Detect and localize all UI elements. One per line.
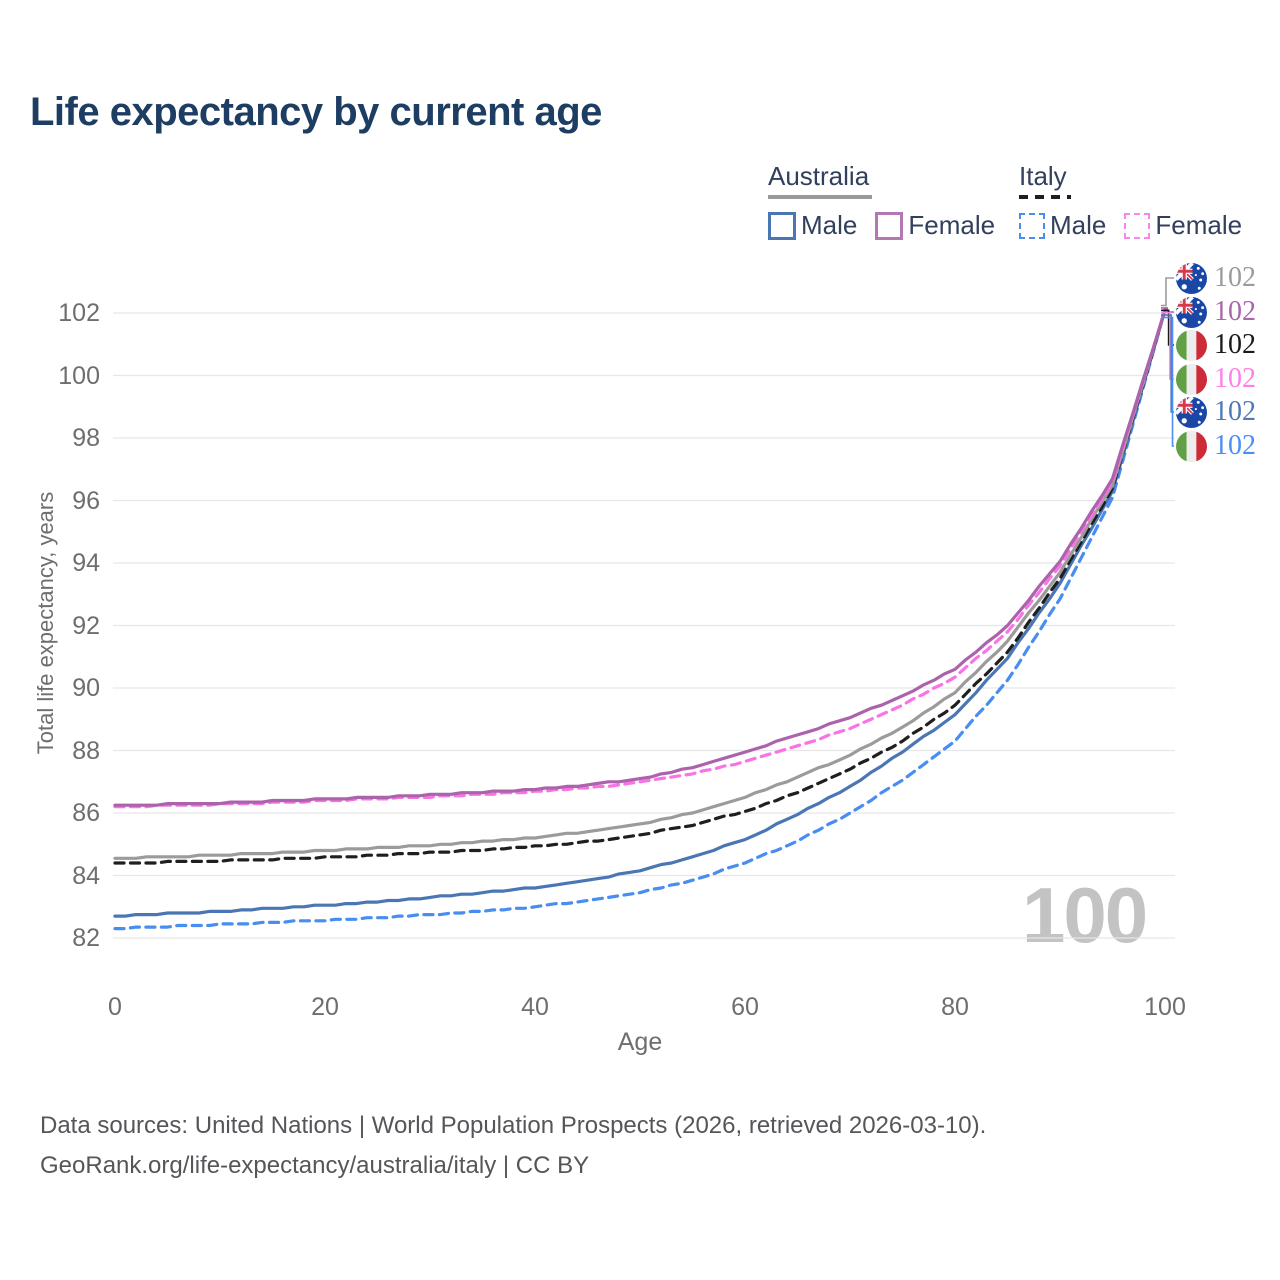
- series-end-value: 102: [1214, 396, 1256, 427]
- series-line-italy-female: [113, 308, 1167, 809]
- italy-flag-icon: [1176, 329, 1207, 361]
- legend-item-label: Male: [1050, 210, 1107, 240]
- legend-item-label: Female: [1155, 210, 1243, 240]
- x-tick-label: 100: [1144, 993, 1186, 1021]
- y-tick-label: 92: [72, 611, 100, 640]
- series-end-label-australia-female: 102: [1176, 296, 1256, 328]
- legend-underline-italy: [1019, 195, 1071, 199]
- y-tick-label: 84: [72, 861, 100, 890]
- y-tick-label: 86: [72, 799, 100, 827]
- y-tick-label: 102: [58, 299, 100, 327]
- series-end-value: 102: [1214, 430, 1256, 461]
- series-end-value: 102: [1214, 296, 1256, 327]
- leader-line: [1161, 277, 1174, 307]
- y-tick-label: 90: [72, 674, 100, 702]
- series-end-value: 102: [1214, 329, 1256, 360]
- page-title: Life expectancy by current age: [30, 90, 602, 134]
- series-end-label-italy-female: 102: [1176, 363, 1256, 395]
- series-end-value: 102: [1214, 262, 1256, 293]
- legend-item-australia-male[interactable]: Male: [768, 210, 857, 241]
- y-tick-label: 96: [72, 486, 100, 515]
- legend-item-italy-male[interactable]: Male: [1019, 210, 1106, 241]
- x-tick-label: 80: [941, 993, 969, 1021]
- series-line-australia-male: [113, 308, 1167, 918]
- x-axis-title: Age: [617, 1028, 663, 1056]
- solid-line-swatch-icon: [875, 211, 904, 240]
- legend-item-label: Male: [801, 210, 858, 240]
- series-end-label-australia-both: 102: [1176, 262, 1256, 294]
- y-tick-label: 82: [72, 924, 100, 952]
- series-line-australia-both-sexes: [113, 308, 1167, 860]
- data-sources-text: Data sources: United Nations | World Pop…: [40, 1112, 987, 1139]
- dashed-line-swatch-icon: [1019, 212, 1045, 239]
- solid-line-swatch-icon: [768, 211, 796, 240]
- series-end-label-australia-male: 102: [1176, 396, 1256, 428]
- legend-group-title-italy[interactable]: Italy: [1019, 161, 1067, 191]
- legend-group-italy: Italy Male Female: [1019, 163, 1242, 241]
- series-line-australia-female: [113, 308, 1167, 807]
- series-line-italy-male: [113, 308, 1167, 931]
- x-tick-label: 60: [731, 993, 759, 1021]
- series-end-label-italy-male: 102: [1176, 430, 1256, 462]
- current-age-watermark: 100: [1022, 871, 1148, 959]
- italy-flag-icon: [1176, 430, 1207, 462]
- y-tick-label: 94: [72, 549, 100, 577]
- australia-flag-icon: [1176, 262, 1207, 294]
- australia-flag-icon: [1176, 396, 1207, 428]
- legend-item-italy-female[interactable]: Female: [1124, 210, 1242, 241]
- y-tick-label: 88: [72, 736, 100, 765]
- series-end-label-italy-both: 102: [1176, 329, 1256, 361]
- y-tick-label: 98: [72, 424, 100, 452]
- footer: Data sources: United Nations | World Pop…: [40, 1106, 986, 1186]
- series-end-value: 102: [1214, 363, 1256, 394]
- y-tick-label: 100: [58, 361, 100, 390]
- x-tick-label: 0: [108, 993, 122, 1021]
- dashed-line-swatch-icon: [1124, 212, 1151, 239]
- australia-flag-icon: [1176, 296, 1207, 328]
- leader-line: [1161, 316, 1174, 447]
- legend-item-label: Female: [908, 210, 996, 240]
- legend-group-title-australia[interactable]: Australia: [768, 161, 870, 191]
- legend-item-australia-female[interactable]: Female: [875, 210, 995, 241]
- x-tick-label: 20: [311, 993, 339, 1021]
- x-tick-label: 40: [521, 993, 549, 1021]
- legend-underline-australia: [768, 195, 872, 199]
- source-url-text[interactable]: GeoRank.org/life-expectancy/australia/it…: [40, 1152, 590, 1179]
- legend-group-australia: Australia Male Female: [768, 163, 995, 241]
- series-line-italy-both-sexes: [113, 308, 1167, 865]
- italy-flag-icon: [1176, 363, 1207, 395]
